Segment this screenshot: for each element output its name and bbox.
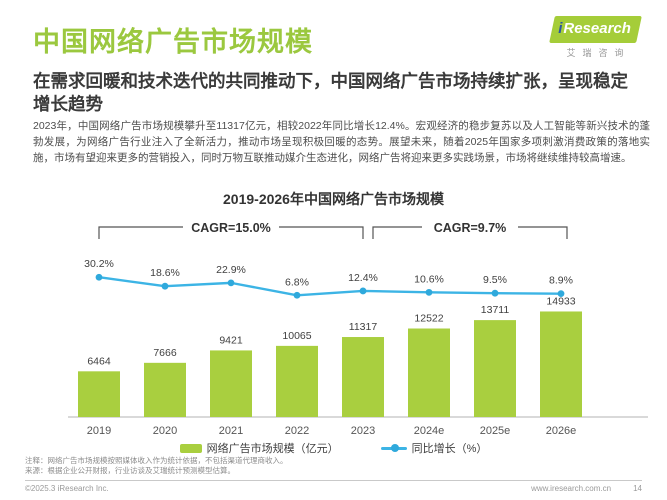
cagr-label: CAGR=15.0% bbox=[191, 221, 271, 235]
bar-2019 bbox=[78, 371, 120, 417]
bar-value-label: 6464 bbox=[87, 355, 111, 367]
growth-value-label: 30.2% bbox=[84, 258, 114, 270]
logo-band: iResearch bbox=[548, 16, 642, 43]
chart-title: 2019-2026年中国网络广告市场规模 bbox=[223, 191, 444, 207]
legend-item-line: 同比增长（%） bbox=[380, 440, 488, 456]
bar-2022 bbox=[276, 345, 318, 417]
note-source: 来源：根据企业公开财报，行业访谈及艾瑞统计预测模型估算。 bbox=[25, 466, 235, 475]
line-legend-label: 同比增长（%） bbox=[411, 443, 488, 455]
growth-value-label: 10.6% bbox=[414, 273, 444, 285]
page-subtitle: 在需求回暖和技术迭代的共同推动下，中国网络广告市场持续扩张，呈现稳定增长趋势 bbox=[33, 71, 628, 114]
line-legend-marker bbox=[380, 444, 407, 452]
bar-value-label: 13711 bbox=[481, 304, 510, 316]
growth-point bbox=[359, 287, 367, 295]
bar-legend-swatch bbox=[179, 443, 202, 453]
bar-value-label: 12522 bbox=[414, 313, 443, 325]
growth-line bbox=[98, 276, 562, 297]
chart-notes: 注释：网络广告市场规模按照媒体收入作为统计依据，不包括渠道代理商收入。 来源：根… bbox=[25, 456, 288, 476]
x-axis-tick-label: 2026e bbox=[546, 425, 577, 437]
cagr-label-bg bbox=[422, 219, 518, 235]
growth-point bbox=[227, 279, 235, 287]
x-axis-tick-label: 2023 bbox=[351, 425, 375, 437]
bar-2025e bbox=[474, 320, 516, 417]
x-axis-tick-label: 2021 bbox=[219, 425, 243, 437]
note-statistics: 注释：网络广告市场规模按照媒体收入作为统计依据，不包括渠道代理商收入。 bbox=[25, 456, 288, 465]
growth-point bbox=[491, 289, 499, 297]
footer-divider bbox=[25, 480, 642, 481]
iresearch-logo: iResearch 艾瑞咨询 bbox=[547, 16, 643, 59]
bar-value-label: 11317 bbox=[349, 321, 378, 333]
x-axis-tick-label: 2024e bbox=[414, 425, 445, 437]
market-size-chart: CAGR=15.0% CAGR=9.7% 6464 2019 7666 2020 9421 2… bbox=[68, 219, 648, 437]
growth-value-label: 6.8% bbox=[285, 276, 309, 288]
x-axis-tick-label: 2020 bbox=[153, 425, 177, 437]
growth-value-label: 12.4% bbox=[348, 272, 378, 284]
bar-2023 bbox=[342, 337, 384, 417]
legend-item-bars: 网络广告市场规模（亿元） bbox=[179, 440, 339, 456]
bar-value-label: 9421 bbox=[219, 334, 243, 346]
growth-point bbox=[425, 288, 433, 296]
logo-i-letter: i bbox=[557, 20, 563, 37]
bar-2020 bbox=[144, 362, 186, 417]
footer-copyright: ©2025.3 iResearch Inc. bbox=[25, 484, 109, 493]
bar-value-label: 7666 bbox=[153, 347, 177, 359]
x-axis-tick-label: 2022 bbox=[285, 425, 309, 437]
bar-legend-label: 网络广告市场规模（亿元） bbox=[206, 443, 339, 455]
page-footer: ©2025.3 iResearch Inc. www.iresearch.com… bbox=[25, 484, 642, 493]
growth-value-label: 8.9% bbox=[549, 275, 573, 287]
growth-point bbox=[161, 282, 169, 290]
footer-page-number: 14 bbox=[633, 484, 642, 493]
growth-value-label: 9.5% bbox=[483, 274, 507, 286]
cagr-label: CAGR=9.7% bbox=[434, 221, 507, 235]
bar-value-label: 14933 bbox=[546, 295, 575, 307]
logo-wordmark: Research bbox=[563, 20, 631, 37]
chart-legend: 网络广告市场规模（亿元） 同比增长（%） bbox=[0, 440, 667, 456]
bar-2021 bbox=[210, 350, 252, 417]
logo-chinese-name: 艾瑞咨询 bbox=[566, 48, 631, 58]
growth-point bbox=[95, 273, 103, 281]
x-axis-tick-label: 2025e bbox=[480, 425, 511, 437]
growth-point bbox=[557, 290, 565, 298]
growth-point bbox=[293, 291, 301, 299]
body-paragraph: 2023年，中国网络广告市场规模攀升至11317亿元，相较2022年同比增长12… bbox=[33, 120, 650, 164]
x-axis-tick-label: 2019 bbox=[87, 425, 111, 437]
bar-2024e bbox=[408, 328, 450, 417]
growth-value-label: 18.6% bbox=[150, 267, 180, 279]
cagr-label-bg bbox=[183, 219, 279, 235]
bar-value-label: 10065 bbox=[282, 330, 311, 342]
growth-value-label: 22.9% bbox=[216, 264, 246, 276]
bar-2026e bbox=[540, 311, 582, 417]
footer-website-link[interactable]: www.iresearch.com.cn bbox=[531, 484, 612, 493]
page-title: 中国网络广告市场规模 bbox=[33, 27, 313, 57]
